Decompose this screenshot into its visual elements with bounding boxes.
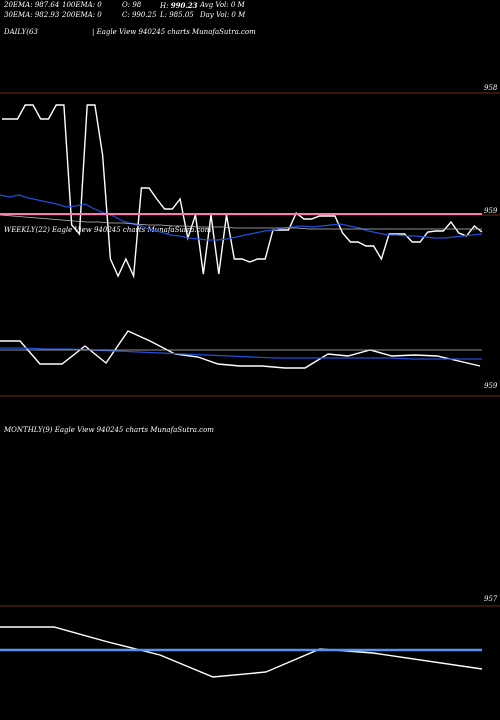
high-value: 990.23 <box>170 1 198 10</box>
header-high: H: 990.23 <box>160 1 198 10</box>
daily-label: DAILY(63 <box>4 28 38 36</box>
monthly-label: MONTHLY(9) Eagle View 940245 charts Muna… <box>4 426 214 434</box>
daily-tick-label-0: 958 <box>484 84 498 92</box>
daily-series-0 <box>2 104 483 279</box>
weekly-series-1 <box>0 347 482 360</box>
daily-series-2 <box>0 214 482 230</box>
header-ema200: 200EMA: 0 <box>62 11 102 19</box>
header-avg-vol: Avg Vol: 0 M <box>200 1 245 9</box>
monthly-series-0 <box>0 626 483 678</box>
weekly-series-0 <box>0 330 481 369</box>
header-close: C: 990.25 <box>122 11 157 19</box>
header-open: O: 98 <box>122 1 142 9</box>
monthly-tick-label-0: 957 <box>484 595 498 603</box>
header-row-1: 20EMA: 987.64 <box>4 1 59 10</box>
header-low: L: 985.05 <box>160 11 194 19</box>
daily-series-1 <box>0 194 483 241</box>
weekly-tick-label-0: 959 <box>484 382 498 390</box>
header-ema100: 100EMA: 0 <box>62 1 102 9</box>
daily-watermark: | Eagle View 940245 charts MunafaSutra.c… <box>92 28 256 36</box>
header-ema30: 30EMA: 982.93 <box>4 11 60 19</box>
header-day-vol: Day Vol: 0 M <box>200 11 246 19</box>
ema20-value: 20EMA: 987.64 <box>4 1 60 9</box>
daily-tick-label-1: 959 <box>484 207 498 215</box>
